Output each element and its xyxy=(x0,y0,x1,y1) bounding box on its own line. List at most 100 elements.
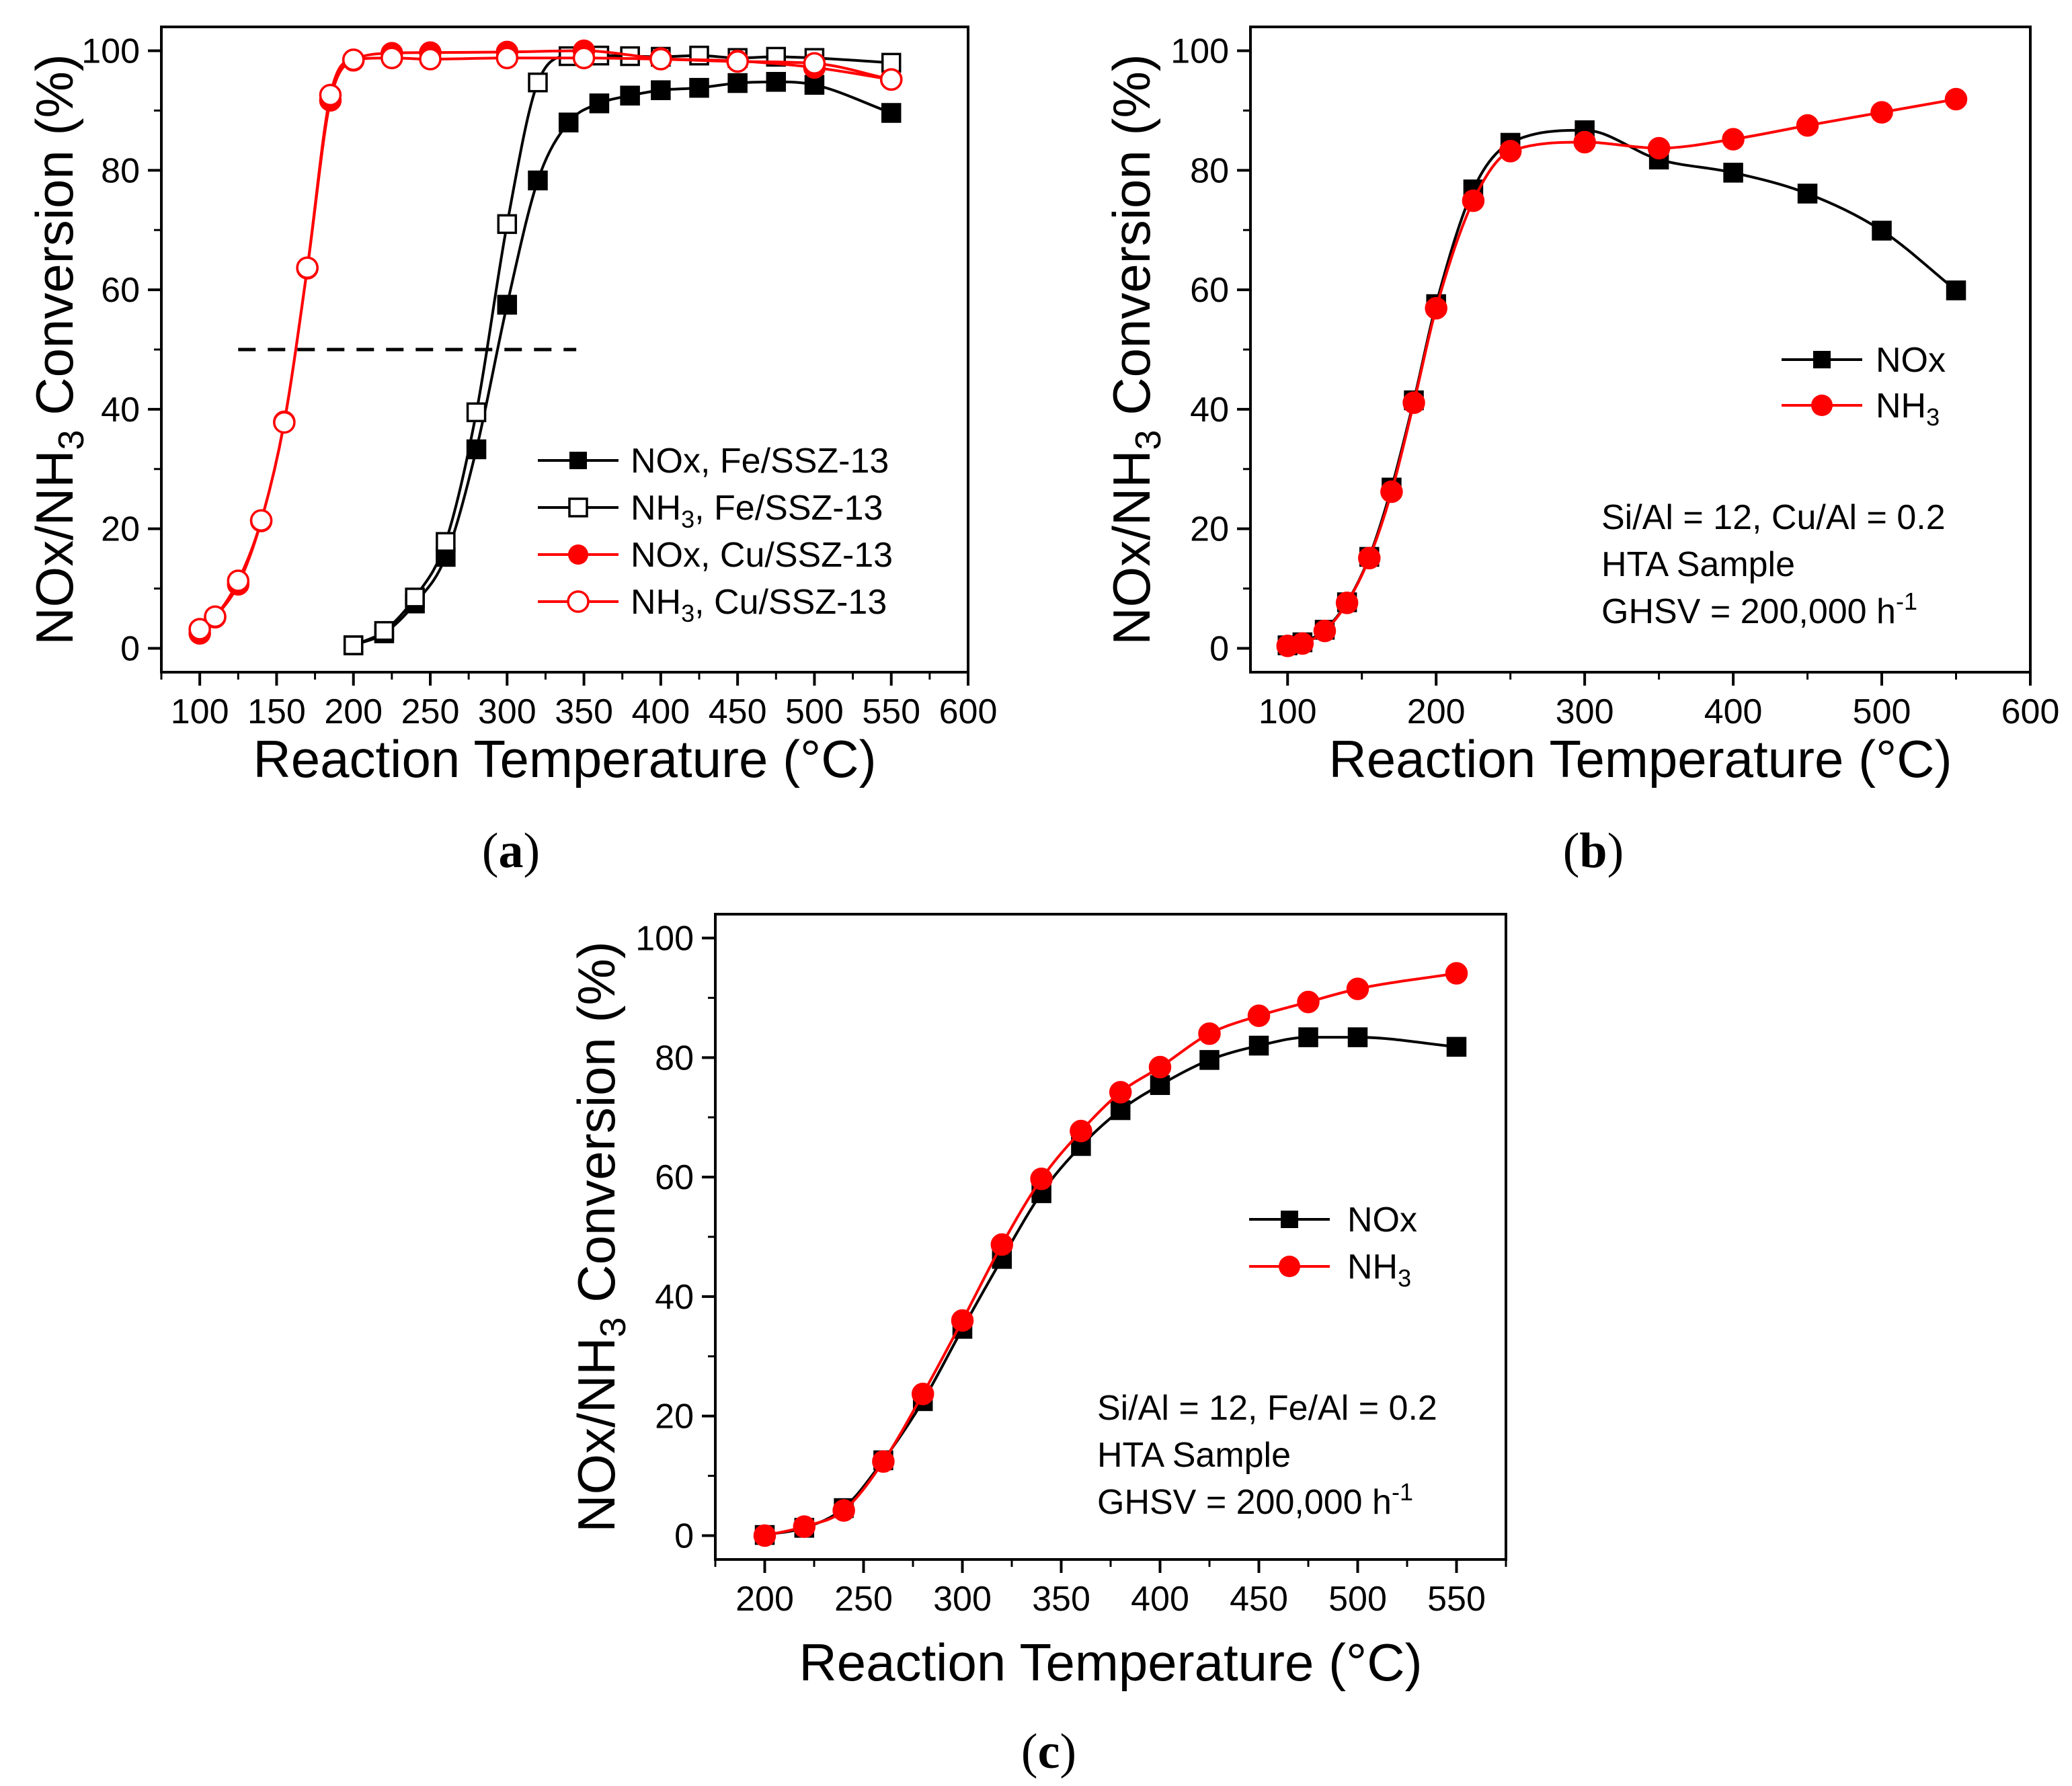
panel-c: 200 250 300 350 400 450 500 550 0 20 40 60 80 100 NO… xyxy=(567,913,1507,1779)
data-point xyxy=(572,46,596,69)
x-axis-ticks-a: 100 150 200 250 300 350 400 450 500 550 600 xyxy=(160,672,998,731)
data-point xyxy=(911,1383,934,1406)
x-tick-label: 550 xyxy=(1427,1580,1486,1619)
data-point xyxy=(1872,220,1892,241)
legend-item-nh3-cu: NH3, Cu/SSZ-13 xyxy=(538,583,887,627)
y-tick-label: 20 xyxy=(101,510,140,549)
annotation-line-1-b: Si/Al = 12, Cu/Al = 0.2 xyxy=(1601,498,1946,537)
y-tick-label: 0 xyxy=(120,629,140,668)
y-tick-label: 100 xyxy=(81,32,140,71)
legend-label-nox-b: NOx xyxy=(1876,341,1946,380)
data-point xyxy=(1723,163,1743,183)
series-line xyxy=(764,972,1457,1537)
series-1 xyxy=(753,962,1468,1547)
data-point xyxy=(381,46,403,69)
data-point xyxy=(1198,1022,1221,1045)
series-line xyxy=(352,80,892,647)
x-tick-label: 250 xyxy=(834,1580,893,1619)
data-point xyxy=(188,618,211,641)
y-axis-ticks-a: 0 20 40 60 80 100 xyxy=(81,32,161,668)
data-point xyxy=(1499,140,1522,163)
data-point xyxy=(419,48,442,71)
data-point xyxy=(497,214,518,235)
annotation-line-1-c: Si/Al = 12, Fe/Al = 0.2 xyxy=(1097,1389,1437,1428)
data-point xyxy=(273,411,296,434)
data-point xyxy=(249,509,273,532)
legend-label-nox-c: NOx xyxy=(1347,1201,1417,1240)
legend-item-nh3-fe: NH3, Fe/SSZ-13 xyxy=(538,489,883,533)
y-tick-label: 100 xyxy=(635,920,694,959)
data-point xyxy=(1462,189,1485,212)
y-tick-label: 20 xyxy=(655,1397,694,1436)
data-point xyxy=(1402,391,1425,414)
legend-item-nh3-c: NH3 xyxy=(1249,1248,1411,1292)
data-point xyxy=(727,73,748,93)
data-point xyxy=(1796,114,1819,137)
data-point xyxy=(879,68,903,91)
x-axis-ticks-c: 200 250 300 350 400 450 500 550 xyxy=(714,1559,1507,1619)
annotation-line-2-c: HTA Sample xyxy=(1097,1436,1291,1475)
data-point xyxy=(319,83,342,107)
legend-a: NOx, Fe/SSZ-13 NH3, Fe/SSZ-13 NOx, Cu/SS… xyxy=(538,442,893,627)
series-layer-a xyxy=(188,39,903,655)
data-point xyxy=(1297,990,1320,1014)
data-point xyxy=(1445,962,1468,985)
data-point xyxy=(1199,1050,1220,1070)
panel-label-b: (b) xyxy=(1563,823,1624,879)
data-point xyxy=(1110,1100,1131,1121)
data-point xyxy=(1870,101,1893,124)
x-tick-label: 600 xyxy=(2001,692,2060,731)
series-1 xyxy=(1276,87,1968,657)
x-tick-label: 400 xyxy=(631,692,690,731)
data-point xyxy=(649,48,672,71)
data-point xyxy=(1291,632,1314,655)
y-tick-label: 60 xyxy=(655,1158,694,1197)
x-axis-label-c: Reaction Temperature (°C) xyxy=(799,1633,1422,1692)
x-tick-label: 500 xyxy=(1328,1580,1387,1619)
data-point xyxy=(1313,619,1337,643)
data-point xyxy=(1347,1027,1368,1047)
x-tick-label: 150 xyxy=(247,692,306,731)
data-point xyxy=(793,1515,816,1538)
x-tick-label: 600 xyxy=(939,692,998,731)
data-point xyxy=(466,402,487,423)
x-tick-label: 400 xyxy=(1131,1580,1189,1619)
data-point xyxy=(1797,184,1818,204)
data-point xyxy=(558,112,579,132)
data-point xyxy=(342,48,365,71)
x-tick-label: 550 xyxy=(862,692,920,731)
data-point xyxy=(1358,546,1381,569)
y-tick-label: 40 xyxy=(101,391,140,430)
y-tick-label: 80 xyxy=(101,151,140,190)
annotation-b: Si/Al = 12, Cu/Al = 0.2 HTA Sample GHSV … xyxy=(1601,498,1946,631)
y-tick-label: 60 xyxy=(101,271,140,310)
x-tick-label: 450 xyxy=(1230,1580,1288,1619)
y-tick-label: 0 xyxy=(674,1516,694,1555)
data-point xyxy=(296,256,319,279)
data-point xyxy=(589,93,610,114)
y-tick-label: 100 xyxy=(1170,32,1229,71)
data-point xyxy=(766,72,787,92)
x-tick-label: 100 xyxy=(1259,692,1317,731)
data-point xyxy=(620,85,640,106)
x-tick-label: 300 xyxy=(478,692,536,731)
legend-item-nox-fe: NOx, Fe/SSZ-13 xyxy=(538,442,889,481)
y-axis-label-b: NOx/NH3 Conversion (%) xyxy=(1102,54,1168,645)
data-point xyxy=(1425,296,1447,320)
data-point xyxy=(1148,1055,1172,1079)
data-point xyxy=(227,569,250,592)
data-point xyxy=(1346,977,1369,1000)
series-layer-c xyxy=(753,962,1468,1547)
data-point xyxy=(528,72,548,93)
legend-label-nox-fe: NOx, Fe/SSZ-13 xyxy=(631,442,889,481)
legend-label-nh3-fe: NH3, Fe/SSZ-13 xyxy=(631,489,883,533)
data-point xyxy=(1248,1035,1269,1056)
panel-label-a: (a) xyxy=(482,823,540,879)
legend-label-nox-cu: NOx, Cu/SSZ-13 xyxy=(631,536,893,575)
data-point xyxy=(726,50,749,73)
data-point xyxy=(1647,136,1671,160)
legend-label-nh3-cu: NH3, Cu/SSZ-13 xyxy=(631,583,887,627)
data-point xyxy=(832,1499,855,1522)
data-point xyxy=(1247,1004,1271,1027)
y-tick-label: 40 xyxy=(655,1278,694,1317)
